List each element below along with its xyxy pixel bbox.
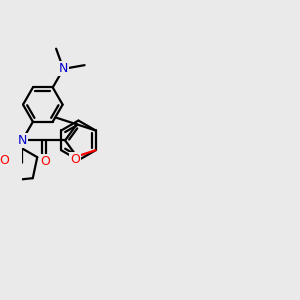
Text: N: N xyxy=(59,62,68,75)
Text: N: N xyxy=(17,134,27,147)
Text: O: O xyxy=(40,155,50,168)
Text: O: O xyxy=(0,154,9,167)
Text: O: O xyxy=(70,153,80,166)
